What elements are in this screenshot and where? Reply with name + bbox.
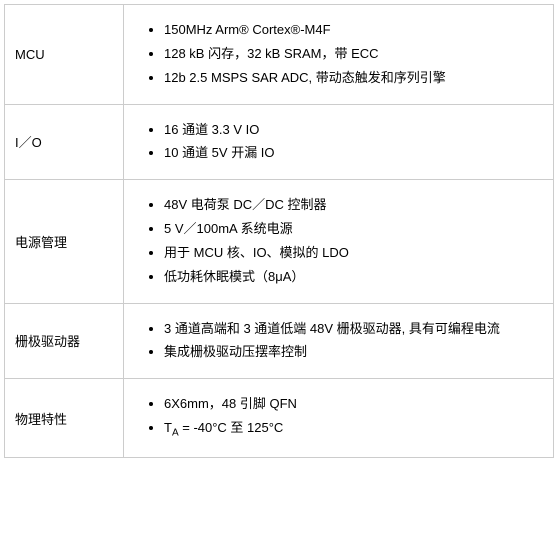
list-item: TA = -40°C 至 125°C <box>164 419 545 441</box>
table-row: I／O 16 通道 3.3 V IO 10 通道 5V 开漏 IO <box>5 104 554 180</box>
row-label: I／O <box>5 104 124 180</box>
feature-list: 16 通道 3.3 V IO 10 通道 5V 开漏 IO <box>124 121 545 164</box>
row-label: 栅极驱动器 <box>5 303 124 379</box>
list-item: 5 V／100mA 系统电源 <box>164 220 545 239</box>
list-item: 用于 MCU 核、IO、模拟的 LDO <box>164 244 545 263</box>
row-content: 48V 电荷泵 DC／DC 控制器 5 V／100mA 系统电源用于 MCU 核、… <box>124 180 554 303</box>
spec-table-body: MCU 150MHz Arm® Cortex®-M4F 128 kB 闪存，32 k… <box>5 5 554 458</box>
feature-list: 6X6mm，48 引脚 QFN TA = -40°C 至 125°C <box>124 395 545 441</box>
list-item: 集成栅极驱动压摆率控制 <box>164 343 545 362</box>
row-label: 物理特性 <box>5 379 124 458</box>
list-item: 128 kB 闪存，32 kB SRAM，带 ECC <box>164 45 545 64</box>
table-row: 栅极驱动器3 通道高端和 3 通道低端 48V 栅极驱动器, 具有可编程电流集成… <box>5 303 554 379</box>
list-item: 150MHz Arm® Cortex®-M4F <box>164 21 545 40</box>
row-content: 6X6mm，48 引脚 QFN TA = -40°C 至 125°C <box>124 379 554 458</box>
feature-list: 48V 电荷泵 DC／DC 控制器 5 V／100mA 系统电源用于 MCU 核、… <box>124 196 545 286</box>
row-content: 3 通道高端和 3 通道低端 48V 栅极驱动器, 具有可编程电流集成栅极驱动压… <box>124 303 554 379</box>
row-content: 150MHz Arm® Cortex®-M4F 128 kB 闪存，32 kB S… <box>124 5 554 105</box>
row-label: MCU <box>5 5 124 105</box>
list-item: 低功耗休眠模式（8μA） <box>164 268 545 287</box>
table-row: MCU 150MHz Arm® Cortex®-M4F 128 kB 闪存，32 k… <box>5 5 554 105</box>
list-item: 10 通道 5V 开漏 IO <box>164 144 545 163</box>
feature-list: 150MHz Arm® Cortex®-M4F 128 kB 闪存，32 kB S… <box>124 21 545 88</box>
row-label: 电源管理 <box>5 180 124 303</box>
table-row: 电源管理 48V 电荷泵 DC／DC 控制器 5 V／100mA 系统电源用于 MC… <box>5 180 554 303</box>
list-item: 48V 电荷泵 DC／DC 控制器 <box>164 196 545 215</box>
row-content: 16 通道 3.3 V IO 10 通道 5V 开漏 IO <box>124 104 554 180</box>
spec-table: MCU 150MHz Arm® Cortex®-M4F 128 kB 闪存，32 k… <box>4 4 554 458</box>
table-row: 物理特性 6X6mm，48 引脚 QFN TA = -40°C 至 125°C <box>5 379 554 458</box>
list-item: 6X6mm，48 引脚 QFN <box>164 395 545 414</box>
list-item: 16 通道 3.3 V IO <box>164 121 545 140</box>
list-item: 12b 2.5 MSPS SAR ADC, 带动态触发和序列引擎 <box>164 69 545 88</box>
feature-list: 3 通道高端和 3 通道低端 48V 栅极驱动器, 具有可编程电流集成栅极驱动压… <box>124 320 545 363</box>
list-item: 3 通道高端和 3 通道低端 48V 栅极驱动器, 具有可编程电流 <box>164 320 545 339</box>
